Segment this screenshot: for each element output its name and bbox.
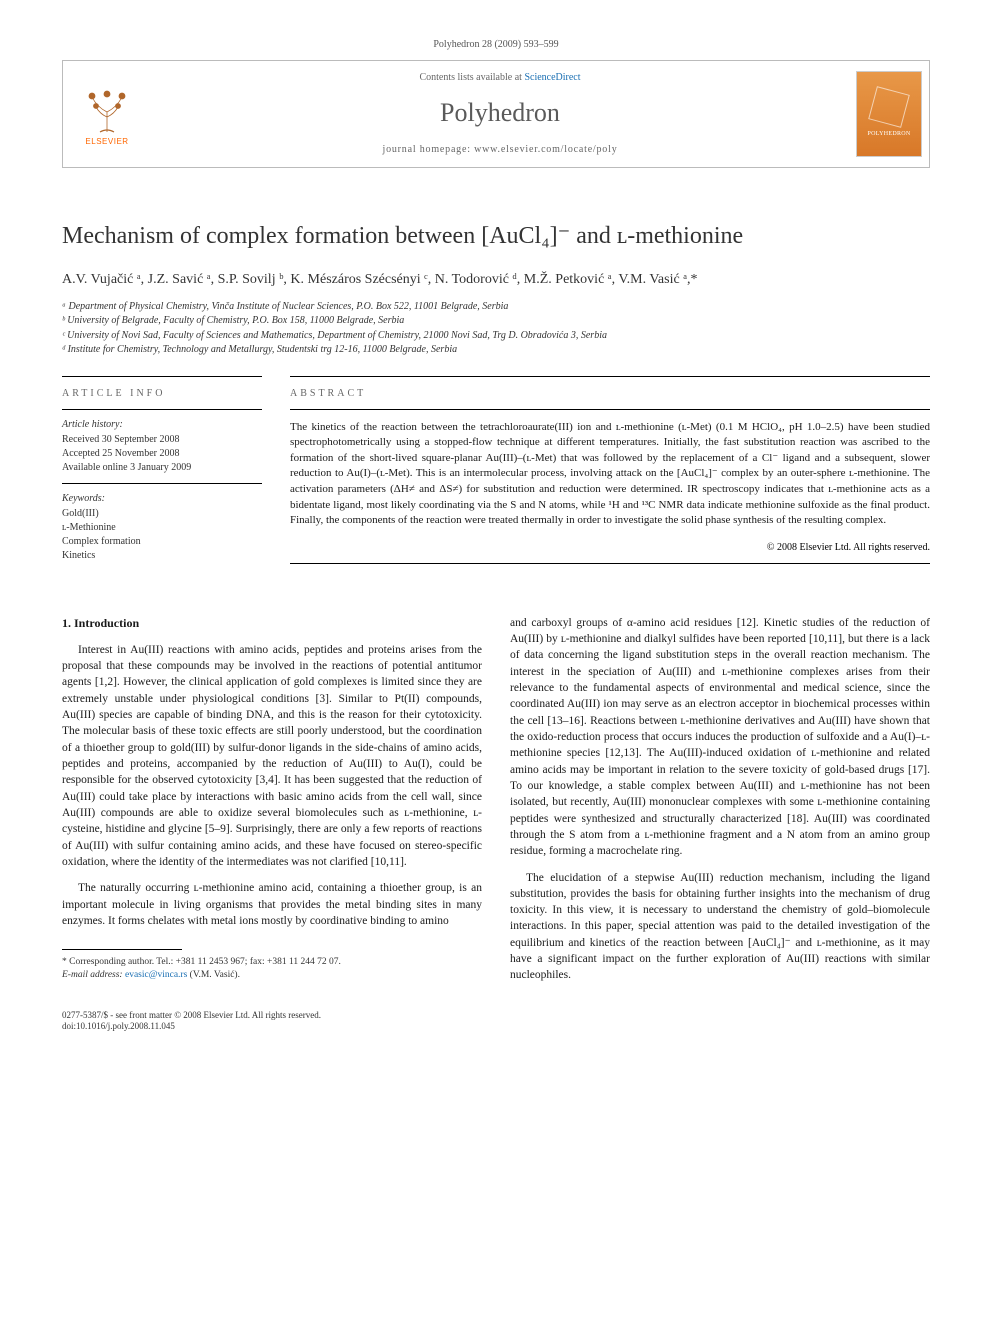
elsevier-logo[interactable]: ELSEVIER xyxy=(82,82,132,147)
page-root: Polyhedron 28 (2009) 593–599 ELSEVIER Co… xyxy=(0,0,992,1073)
footer-copyright-block: 0277-5387/$ - see front matter © 2008 El… xyxy=(62,1010,930,1033)
footer-line1: 0277-5387/$ - see front matter © 2008 El… xyxy=(62,1010,930,1022)
abstract-label: ABSTRACT xyxy=(290,377,930,409)
homepage-pre: journal homepage: xyxy=(383,144,475,155)
body-paragraph: The elucidation of a stepwise Au(III) re… xyxy=(510,870,930,984)
keyword: ʟ-Methionine xyxy=(62,521,262,535)
right-column: and carboxyl groups of α-amino acid resi… xyxy=(510,615,930,994)
elsevier-tree-icon xyxy=(82,82,132,134)
body-columns: 1. Introduction Interest in Au(III) reac… xyxy=(62,615,930,994)
article-history-block: Article history: Received 30 September 2… xyxy=(62,410,262,483)
abstract-column: ABSTRACT The kinetics of the reaction be… xyxy=(290,376,930,571)
history-item: Accepted 25 November 2008 xyxy=(62,447,262,461)
polyhedron-cover-icon xyxy=(868,86,910,128)
contents-line: Contents lists available at ScienceDirec… xyxy=(159,71,841,85)
info-abstract-row: ARTICLE INFO Article history: Received 3… xyxy=(62,376,930,571)
email-label: E-mail address: xyxy=(62,970,125,980)
abstract-text: The kinetics of the reaction between the… xyxy=(290,410,930,537)
history-title: Article history: xyxy=(62,418,262,432)
homepage-line: journal homepage: www.elsevier.com/locat… xyxy=(159,143,841,157)
history-item: Received 30 September 2008 xyxy=(62,433,262,447)
cover-thumb-cell: POLYHEDRON xyxy=(849,61,929,167)
article-info-label: ARTICLE INFO xyxy=(62,377,262,409)
affiliations-block: ᵃ Department of Physical Chemistry, Vinč… xyxy=(62,300,930,358)
body-paragraph: The naturally occurring ʟ-methionine ami… xyxy=(62,880,482,929)
elsevier-wordmark: ELSEVIER xyxy=(85,136,128,147)
affiliation: ᶜ University of Novi Sad, Faculty of Sci… xyxy=(62,329,930,344)
footnote-separator xyxy=(62,949,182,950)
journal-cover-thumb[interactable]: POLYHEDRON xyxy=(856,71,922,157)
keyword: Gold(III) xyxy=(62,507,262,521)
body-paragraph: and carboxyl groups of α-amino acid resi… xyxy=(510,615,930,860)
affiliation: ᵇ University of Belgrade, Faculty of Che… xyxy=(62,314,930,329)
keyword: Kinetics xyxy=(62,549,262,563)
journal-reference: Polyhedron 28 (2009) 593–599 xyxy=(62,38,930,52)
authors-line: A.V. Vujačić ᵃ, J.Z. Savić ᵃ, S.P. Sovil… xyxy=(62,270,930,290)
left-column: 1. Introduction Interest in Au(III) reac… xyxy=(62,615,482,994)
contents-pre: Contents lists available at xyxy=(419,72,524,83)
keyword: Complex formation xyxy=(62,535,262,549)
corresponding-name: (V.M. Vasić). xyxy=(187,970,240,980)
keywords-block: Keywords: Gold(III) ʟ-Methionine Complex… xyxy=(62,484,262,571)
intro-heading: 1. Introduction xyxy=(62,615,482,632)
corresponding-line1: * Corresponding author. Tel.: +381 11 24… xyxy=(62,956,482,969)
header-center: Contents lists available at ScienceDirec… xyxy=(151,61,849,167)
article-title: Mechanism of complex formation between [… xyxy=(62,220,930,254)
keywords-title: Keywords: xyxy=(62,492,262,506)
homepage-url[interactable]: www.elsevier.com/locate/poly xyxy=(474,144,617,155)
footer-doi: doi:10.1016/j.poly.2008.11.045 xyxy=(62,1021,930,1033)
corresponding-author-block: * Corresponding author. Tel.: +381 11 24… xyxy=(62,956,482,983)
journal-name: Polyhedron xyxy=(159,95,841,131)
journal-header-box: ELSEVIER Contents lists available at Sci… xyxy=(62,60,930,168)
affiliation: ᵃ Department of Physical Chemistry, Vinč… xyxy=(62,300,930,315)
abstract-copyright: © 2008 Elsevier Ltd. All rights reserved… xyxy=(290,541,930,555)
article-info-column: ARTICLE INFO Article history: Received 3… xyxy=(62,376,262,571)
corresponding-email[interactable]: evasic@vinca.rs xyxy=(125,970,187,980)
history-item: Available online 3 January 2009 xyxy=(62,461,262,475)
body-paragraph: Interest in Au(III) reactions with amino… xyxy=(62,642,482,871)
corresponding-line2: E-mail address: evasic@vinca.rs (V.M. Va… xyxy=(62,969,482,982)
affiliation: ᵈ Institute for Chemistry, Technology an… xyxy=(62,343,930,358)
publisher-logo-cell: ELSEVIER xyxy=(63,61,151,167)
sciencedirect-link[interactable]: ScienceDirect xyxy=(524,72,580,83)
cover-label: POLYHEDRON xyxy=(867,130,910,138)
